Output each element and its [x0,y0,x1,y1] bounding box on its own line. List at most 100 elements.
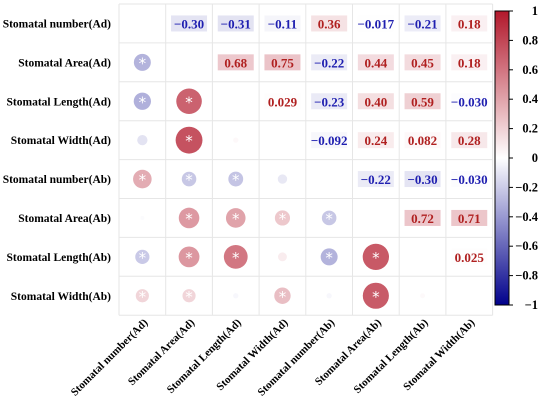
significance-marker: * [185,210,193,228]
value-highlight [451,15,488,32]
correlation-circle [233,137,239,143]
correlation-value: 0.59 [411,94,434,109]
colorbar-tick-label: 0.4 [522,92,538,106]
correlation-value: 0.72 [411,211,434,226]
correlation-value: 0.40 [364,94,387,109]
significance-marker: * [232,210,240,228]
value-highlight [404,132,441,149]
correlation-circle [133,53,151,71]
correlation-value: 0.025 [455,250,485,265]
correlation-value: 0.36 [318,16,341,31]
correlation-value: −0.30 [407,172,437,187]
row-label: Stomatal Area(Ab) [18,213,111,225]
correlation-circle [320,248,338,266]
correlation-circle [178,246,200,268]
correlation-circle [133,169,152,189]
value-highlight [404,15,441,32]
correlation-circle [326,293,332,299]
correlation-value: −0.31 [221,16,251,31]
value-highlight [357,171,394,188]
colorbar-tick-label: 0 [532,151,538,165]
value-highlight [404,54,441,71]
column-labels: Stomatal number(Ad)Stomatal Area(Ad)Stom… [69,317,478,399]
correlation-circle [277,174,288,184]
colorbar-tick-label: 1 [532,4,538,18]
cells: −0.30 −0.31 −0.11 0.36 −0.017 −0.21 0.18 * 0.68 0… [133,15,488,309]
value-highlight [171,15,208,32]
correlation-value: −0.11 [268,16,297,31]
correlation-value: −0.21 [407,16,437,31]
significance-marker: * [372,288,380,306]
significance-marker: * [279,210,287,228]
value-highlight [451,209,488,226]
value-highlight [357,15,394,32]
correlation-value: −0.030 [451,172,488,187]
correlation-value: 0.082 [408,133,437,148]
significance-marker: * [232,171,240,189]
significance-marker: * [139,171,147,189]
value-highlight [404,171,441,188]
significance-marker: * [325,249,333,267]
value-highlight [311,54,348,71]
correlation-circle [140,215,145,220]
significance-marker: * [139,288,147,306]
correlation-value: −0.22 [314,55,344,70]
colorbar: 1 0.8 0.6 0.4 0.2 0 −0.2 −0.4 −0.6 −0.8 −1 [494,4,539,312]
correlation-value: 0.24 [364,133,387,148]
grid [118,3,494,316]
row-label: Stomatal Width(Ad) [11,135,111,147]
colorbar-tick-label: −0.8 [515,269,538,283]
column-label: Stomatal number(Ad) [69,317,151,399]
row-label: Stomatal Area(Ad) [18,57,111,69]
value-highlight [264,93,301,110]
column-label: Stomatal number(Ab) [256,317,338,399]
correlation-value: −0.092 [311,133,348,148]
correlation-value: 0.44 [364,55,387,70]
correlation-circle [137,135,148,146]
value-highlight [217,15,254,32]
colorbar-tick-label: −0.4 [515,210,538,224]
value-highlight [451,171,488,188]
row-label: Stomatal Width(Ab) [11,291,111,303]
row-label: Stomatal number(Ad) [3,18,111,30]
row-label: Stomatal Length(Ad) [7,96,112,108]
correlation-circle [420,293,426,299]
value-highlight [264,15,301,32]
correlation-circle [175,126,203,154]
correlation-value: 0.68 [224,55,247,70]
colorbar-tick-label: −1 [525,298,538,312]
row-label: Stomatal Length(Ab) [7,252,112,264]
value-highlight [451,93,488,110]
correlation-value: −0.017 [358,16,395,31]
correlation-value: 0.18 [458,16,481,31]
value-highlight [357,93,394,110]
correlation-circle [182,289,196,303]
correlation-circle [133,92,151,110]
value-highlight [451,248,488,265]
colorbar-tick-label: 0.2 [522,122,538,136]
value-highlight [451,54,488,71]
value-highlight [357,132,394,149]
correlation-circle [278,252,287,262]
row-label: Stomatal number(Ab) [3,174,111,186]
correlation-circle [135,249,150,264]
significance-marker: * [139,93,147,111]
colorbar-tick-label: −0.2 [515,180,538,194]
correlation-value: 0.71 [458,211,481,226]
significance-marker: * [185,171,193,189]
significance-marker: * [232,249,240,267]
correlation-circle [274,210,291,226]
value-highlight [311,93,348,110]
value-highlight [311,132,348,149]
colorbar-tick-label: 0.8 [522,33,538,47]
correlation-circle [233,293,239,299]
correlation-circle [135,289,149,303]
value-highlight [451,132,488,149]
value-highlight [404,209,441,226]
correlation-circle [223,244,248,269]
significance-marker: * [372,249,380,267]
colorbar-tick-label: 0.6 [522,63,538,77]
correlation-value: −0.30 [174,16,204,31]
correlation-value: −0.22 [361,172,391,187]
